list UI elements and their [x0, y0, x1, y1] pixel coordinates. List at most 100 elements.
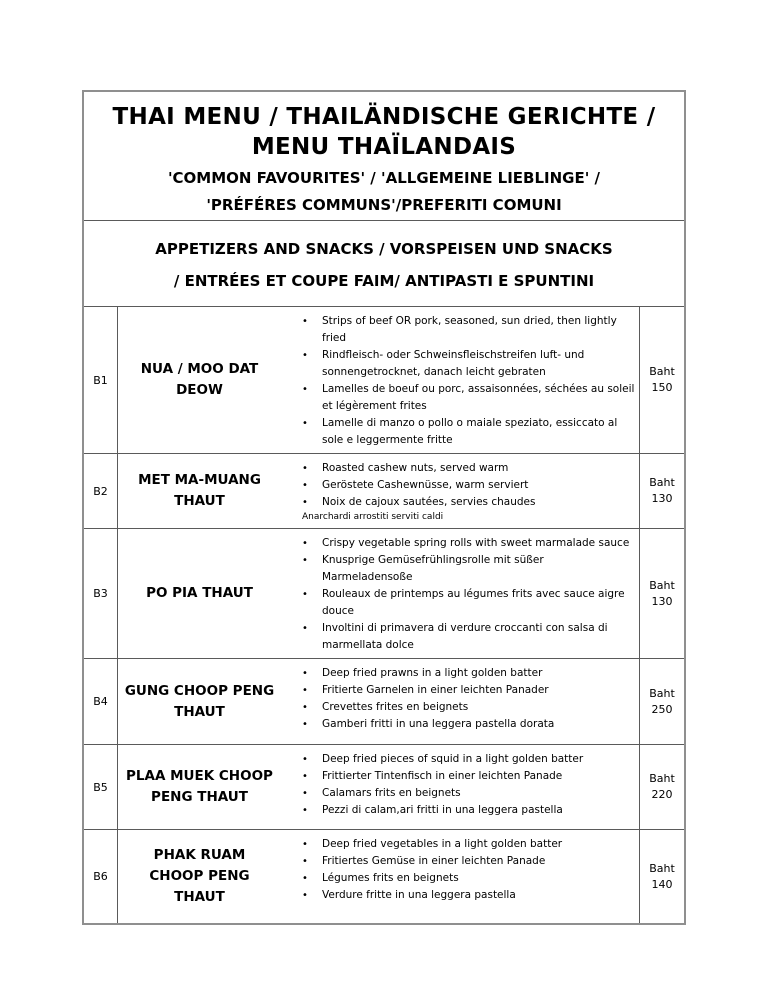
price-value: 220 — [651, 788, 673, 801]
description-text: Calamars frits en beignets — [322, 787, 461, 799]
bullet-icon: • — [302, 623, 308, 634]
bullet-icon: • — [302, 316, 308, 327]
page-subtitle: 'COMMON FAVOURITES' / 'ALLGEMEINE LIEBLI… — [167, 169, 601, 214]
item-name: PLAA MUEK CHOOP PENG THAUT — [126, 768, 273, 805]
description-text: Rouleaux de printemps au légumes frits a… — [322, 588, 625, 617]
menu-item-row: B4 GUNG CHOOP PENG THAUT • Deep fried pra… — [84, 658, 684, 744]
description-list: • Roasted cashew nuts, served warm • Geröst… — [281, 454, 639, 528]
description-line: • Deep fried vegetables in a light golden… — [302, 836, 636, 853]
description-list: • Deep fried prawns in a light golden bat… — [281, 659, 639, 744]
description-list: • Strips of beef OR pork, seasoned, sun d… — [281, 307, 639, 453]
description-text: Fritiertes Gemüse in einer leichten Pana… — [322, 855, 546, 867]
description-text: Fritierte Garnelen in einer leichten Pan… — [322, 684, 549, 696]
item-code: B1 — [84, 307, 118, 453]
bullet-icon: • — [302, 538, 308, 549]
item-name: MET MA-MUANG THAUT — [138, 472, 261, 509]
bullet-icon: • — [302, 555, 308, 566]
bullet-icon: • — [302, 805, 308, 816]
document-header: THAI MENU / THAILÄNDISCHE GERICHTE / MEN… — [84, 92, 684, 221]
item-code: B2 — [84, 454, 118, 528]
item-name: PO PIA THAUT — [146, 585, 253, 601]
description-text: Pezzi di calam,ari fritti in una leggera… — [322, 804, 563, 816]
description-line: • Pezzi di calam,ari fritti in una legger… — [302, 802, 636, 819]
price-value: 250 — [651, 702, 673, 716]
description-line: • Noix de cajoux sautées, servies chaudes — [302, 494, 636, 511]
description-line: • Calamars frits en beignets — [302, 785, 636, 802]
description-text: Noix de cajoux sautées, servies chaudes — [322, 496, 536, 508]
bullet-icon: • — [302, 668, 308, 679]
section-heading: APPETIZERS AND SNACKS / VORSPEISEN UND S… — [155, 240, 613, 290]
description-line: • Involtini di primavera di verdure crocc… — [302, 620, 636, 654]
description-line: • Crevettes frites en beignets — [302, 699, 636, 716]
description-line: • Légumes frits en beignets — [302, 870, 636, 887]
description-text: Involtini di primavera di verdure crocca… — [322, 622, 608, 651]
item-price: Baht 130 — [639, 454, 684, 528]
bullet-icon: • — [302, 873, 308, 884]
description-line: • Verdure fritte in una leggera pastella — [302, 887, 636, 904]
description-text: Légumes frits en beignets — [322, 872, 459, 884]
description-text: Verdure fritte in una leggera pastella — [322, 889, 516, 901]
bullet-icon: • — [302, 702, 308, 713]
description-line: • Rindfleisch- oder Schweinsfleischstreif… — [302, 347, 636, 381]
menu-document: THAI MENU / THAILÄNDISCHE GERICHTE / MEN… — [82, 90, 686, 925]
page-title: THAI MENU / THAILÄNDISCHE GERICHTE / MEN… — [112, 104, 656, 160]
menu-item-row: B2 MET MA-MUANG THAUT • Roasted cashew nu… — [84, 453, 684, 528]
description-text: Strips of beef OR pork, seasoned, sun dr… — [322, 315, 617, 344]
bullet-icon: • — [302, 771, 308, 782]
description-line: • Lamelles de boeuf ou porc, assaisonnées… — [302, 381, 636, 415]
description-line: • Roasted cashew nuts, served warm — [302, 460, 636, 477]
description-text: Crispy vegetable spring rolls with sweet… — [322, 537, 630, 549]
description-line: • Fritierte Garnelen in einer leichten Pa… — [302, 682, 636, 699]
bullet-icon: • — [302, 384, 308, 395]
item-price: Baht 250 — [639, 659, 684, 744]
item-code: B3 — [84, 529, 118, 658]
item-price: Baht 130 — [639, 529, 684, 658]
description-text: Rindfleisch- oder Schweinsfleischstreife… — [322, 349, 585, 378]
item-price: Baht 220 — [639, 745, 684, 829]
description-text: Lamelle di manzo o pollo o maiale spezia… — [322, 417, 618, 446]
description-line: • Deep fried pieces of squid in a light g… — [302, 751, 636, 768]
description-text: Deep fried prawns in a light golden batt… — [322, 667, 543, 679]
bullet-icon: • — [302, 754, 308, 765]
bullet-icon: • — [302, 418, 308, 429]
description-text: Roasted cashew nuts, served warm — [322, 462, 509, 474]
bullet-icon: • — [302, 497, 308, 508]
description-line: • Rouleaux de printemps au légumes frits … — [302, 586, 636, 620]
description-line: • Gamberi fritti in una leggera pastella … — [302, 716, 636, 733]
item-code: B5 — [84, 745, 118, 829]
item-price: Baht 150 — [639, 307, 684, 453]
item-note: Anarchardi arrostiti serviti caldi — [302, 512, 444, 522]
bullet-icon: • — [302, 685, 308, 696]
menu-item-row: B1 NUA / MOO DAT DEOW • Strips of beef OR… — [84, 306, 684, 453]
price-currency-label: Baht — [649, 365, 675, 378]
description-line: • Strips of beef OR pork, seasoned, sun d… — [302, 313, 636, 347]
price-currency-label: Baht — [649, 686, 675, 700]
description-list: • Deep fried pieces of squid in a light g… — [281, 745, 639, 829]
price-value: 130 — [651, 594, 673, 608]
bullet-icon: • — [302, 788, 308, 799]
item-price: Baht 140 — [639, 830, 684, 923]
description-text: Geröstete Cashewnüsse, warm serviert — [322, 479, 529, 491]
menu-item-row: B5 PLAA MUEK CHOOP PENG THAUT • Deep frie… — [84, 744, 684, 829]
section-header: APPETIZERS AND SNACKS / VORSPEISEN UND S… — [84, 221, 684, 306]
description-line: • Knusprige Gemüsefrühlingsrolle mit süße… — [302, 552, 636, 586]
bullet-icon: • — [302, 856, 308, 867]
description-list: • Deep fried vegetables in a light golden… — [281, 830, 639, 923]
description-line: • Crispy vegetable spring rolls with swee… — [302, 535, 636, 552]
price-value: 140 — [651, 877, 673, 891]
bullet-icon: • — [302, 480, 308, 491]
description-text: Deep fried pieces of squid in a light go… — [322, 753, 584, 765]
description-list: • Crispy vegetable spring rolls with swee… — [281, 529, 639, 658]
item-name: GUNG CHOOP PENG THAUT — [124, 682, 275, 720]
menu-item-row: B6 PHAK RUAM CHOOP PENG THAUT • Deep frie… — [84, 829, 684, 923]
price-currency-label: Baht — [649, 476, 675, 489]
bullet-icon: • — [302, 890, 308, 901]
item-name: NUA / MOO DAT DEOW — [140, 361, 259, 398]
menu-rows: B1 NUA / MOO DAT DEOW • Strips of beef OR… — [84, 306, 684, 923]
description-line: • Frittierter Tintenfisch in einer leicht… — [302, 768, 636, 785]
description-text: Lamelles de boeuf ou porc, assaisonnées,… — [322, 383, 635, 412]
bullet-icon: • — [302, 839, 308, 850]
price-currency-label: Baht — [649, 772, 675, 785]
menu-item-row: B3 PO PIA THAUT • Crispy vegetable spring… — [84, 528, 684, 658]
